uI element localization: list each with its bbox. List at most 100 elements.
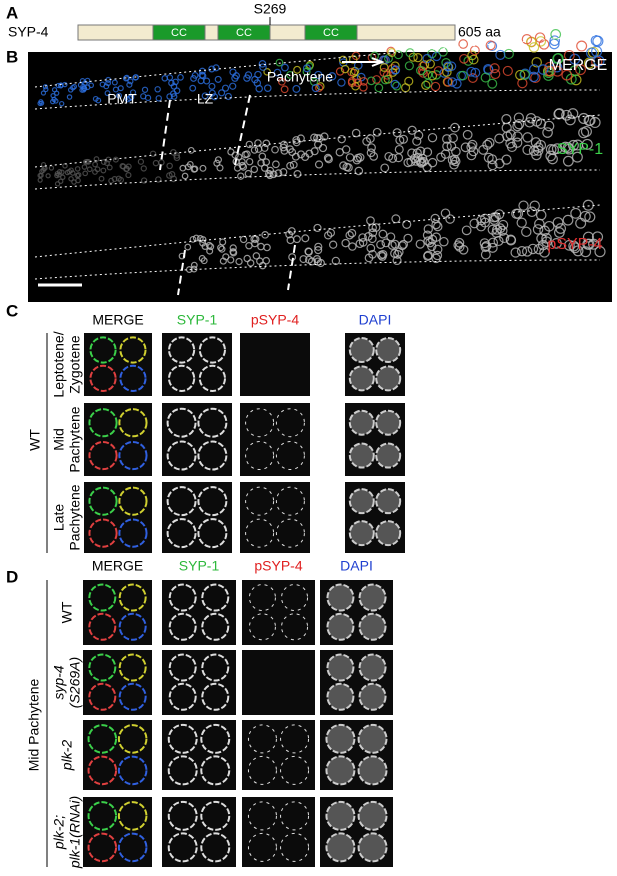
nucleus [337,78,346,87]
nucleus [281,63,289,72]
nucleus [499,232,510,244]
nucleus [442,61,453,72]
micrograph [83,580,152,645]
nucleus [459,53,469,64]
micrograph [83,797,152,867]
nucleus [181,172,189,180]
nucleus [197,440,228,471]
nucleus [415,239,425,249]
nucleus [155,176,162,183]
nucleus [567,108,579,120]
domain-label: CC [171,27,187,39]
stage-label: Mid Pachytene [26,678,42,771]
domain-label: CC [236,27,252,39]
nucleus [467,50,478,61]
nucleus [581,138,593,150]
nucleus [388,67,398,77]
protein-name: SYP-4 [8,24,49,40]
nucleus [335,67,345,76]
nucleus [445,214,455,224]
nucleus [275,408,305,438]
nucleus [93,156,100,162]
nucleus [43,86,49,93]
nucleus [264,169,273,178]
nucleus [296,134,305,143]
nucleus [211,93,219,101]
nucleus [88,682,117,711]
nucleus [189,235,197,243]
nucleus [293,170,302,178]
nucleus [387,240,397,250]
nucleus [301,234,310,243]
nucleus [485,40,496,51]
nucleus [372,127,382,137]
nucleus [245,486,275,516]
nucleus [535,139,547,151]
nucleus [419,156,429,167]
nucleus [88,486,118,516]
nucleus [354,166,364,176]
nucleus [235,153,243,161]
nucleus [578,127,590,139]
nucleus [98,175,105,182]
micrograph [242,650,315,715]
nucleus [37,177,43,183]
nucleus [227,256,235,264]
nucleus [198,336,226,364]
nucleus [82,170,89,177]
nucleus [563,239,575,251]
nucleus [74,166,81,172]
nucleus [427,157,438,168]
nucleus [375,409,402,436]
nucleus [48,165,55,171]
row-label: Pachytene [67,484,83,550]
nucleus [392,81,402,91]
nucleus [431,51,442,62]
nucleus [348,488,375,515]
nucleus [358,612,387,641]
nucleus [213,159,221,167]
nucleus [286,70,295,79]
nucleus [371,223,381,232]
nucleus [248,584,276,612]
nucleus [543,120,555,132]
nucleus [571,151,583,163]
nucleus [245,518,275,548]
row-label: Pachytene [67,406,83,472]
nucleus [576,40,588,52]
cc-domain [304,24,358,41]
micrograph [240,482,310,553]
nucleus [170,149,177,156]
nucleus [54,170,61,177]
nucleus [555,223,567,234]
micrograph [84,403,152,476]
nucleus [117,801,148,831]
nucleus [254,70,262,79]
nucleus [104,90,111,97]
nucleus [248,613,276,641]
boundary [287,244,296,291]
micrograph [83,720,152,790]
nucleus [224,92,232,101]
nucleus [123,74,130,81]
nucleus [275,518,305,548]
nucleus [325,832,356,863]
nucleus [190,261,198,269]
nucleus [214,156,222,164]
nucleus [341,238,350,248]
micrograph [83,650,152,715]
nucleus [87,755,118,786]
nucleus [261,231,269,239]
nucleus [431,219,441,230]
nucleus [380,163,390,173]
nucleus [302,67,311,76]
nucleus [316,258,325,268]
nucleus [252,252,261,260]
nucleus [68,176,74,182]
nucleus [487,237,498,248]
nucleus [386,232,396,242]
nucleus [71,83,78,90]
nucleus [218,89,226,97]
nucleus [337,134,346,144]
